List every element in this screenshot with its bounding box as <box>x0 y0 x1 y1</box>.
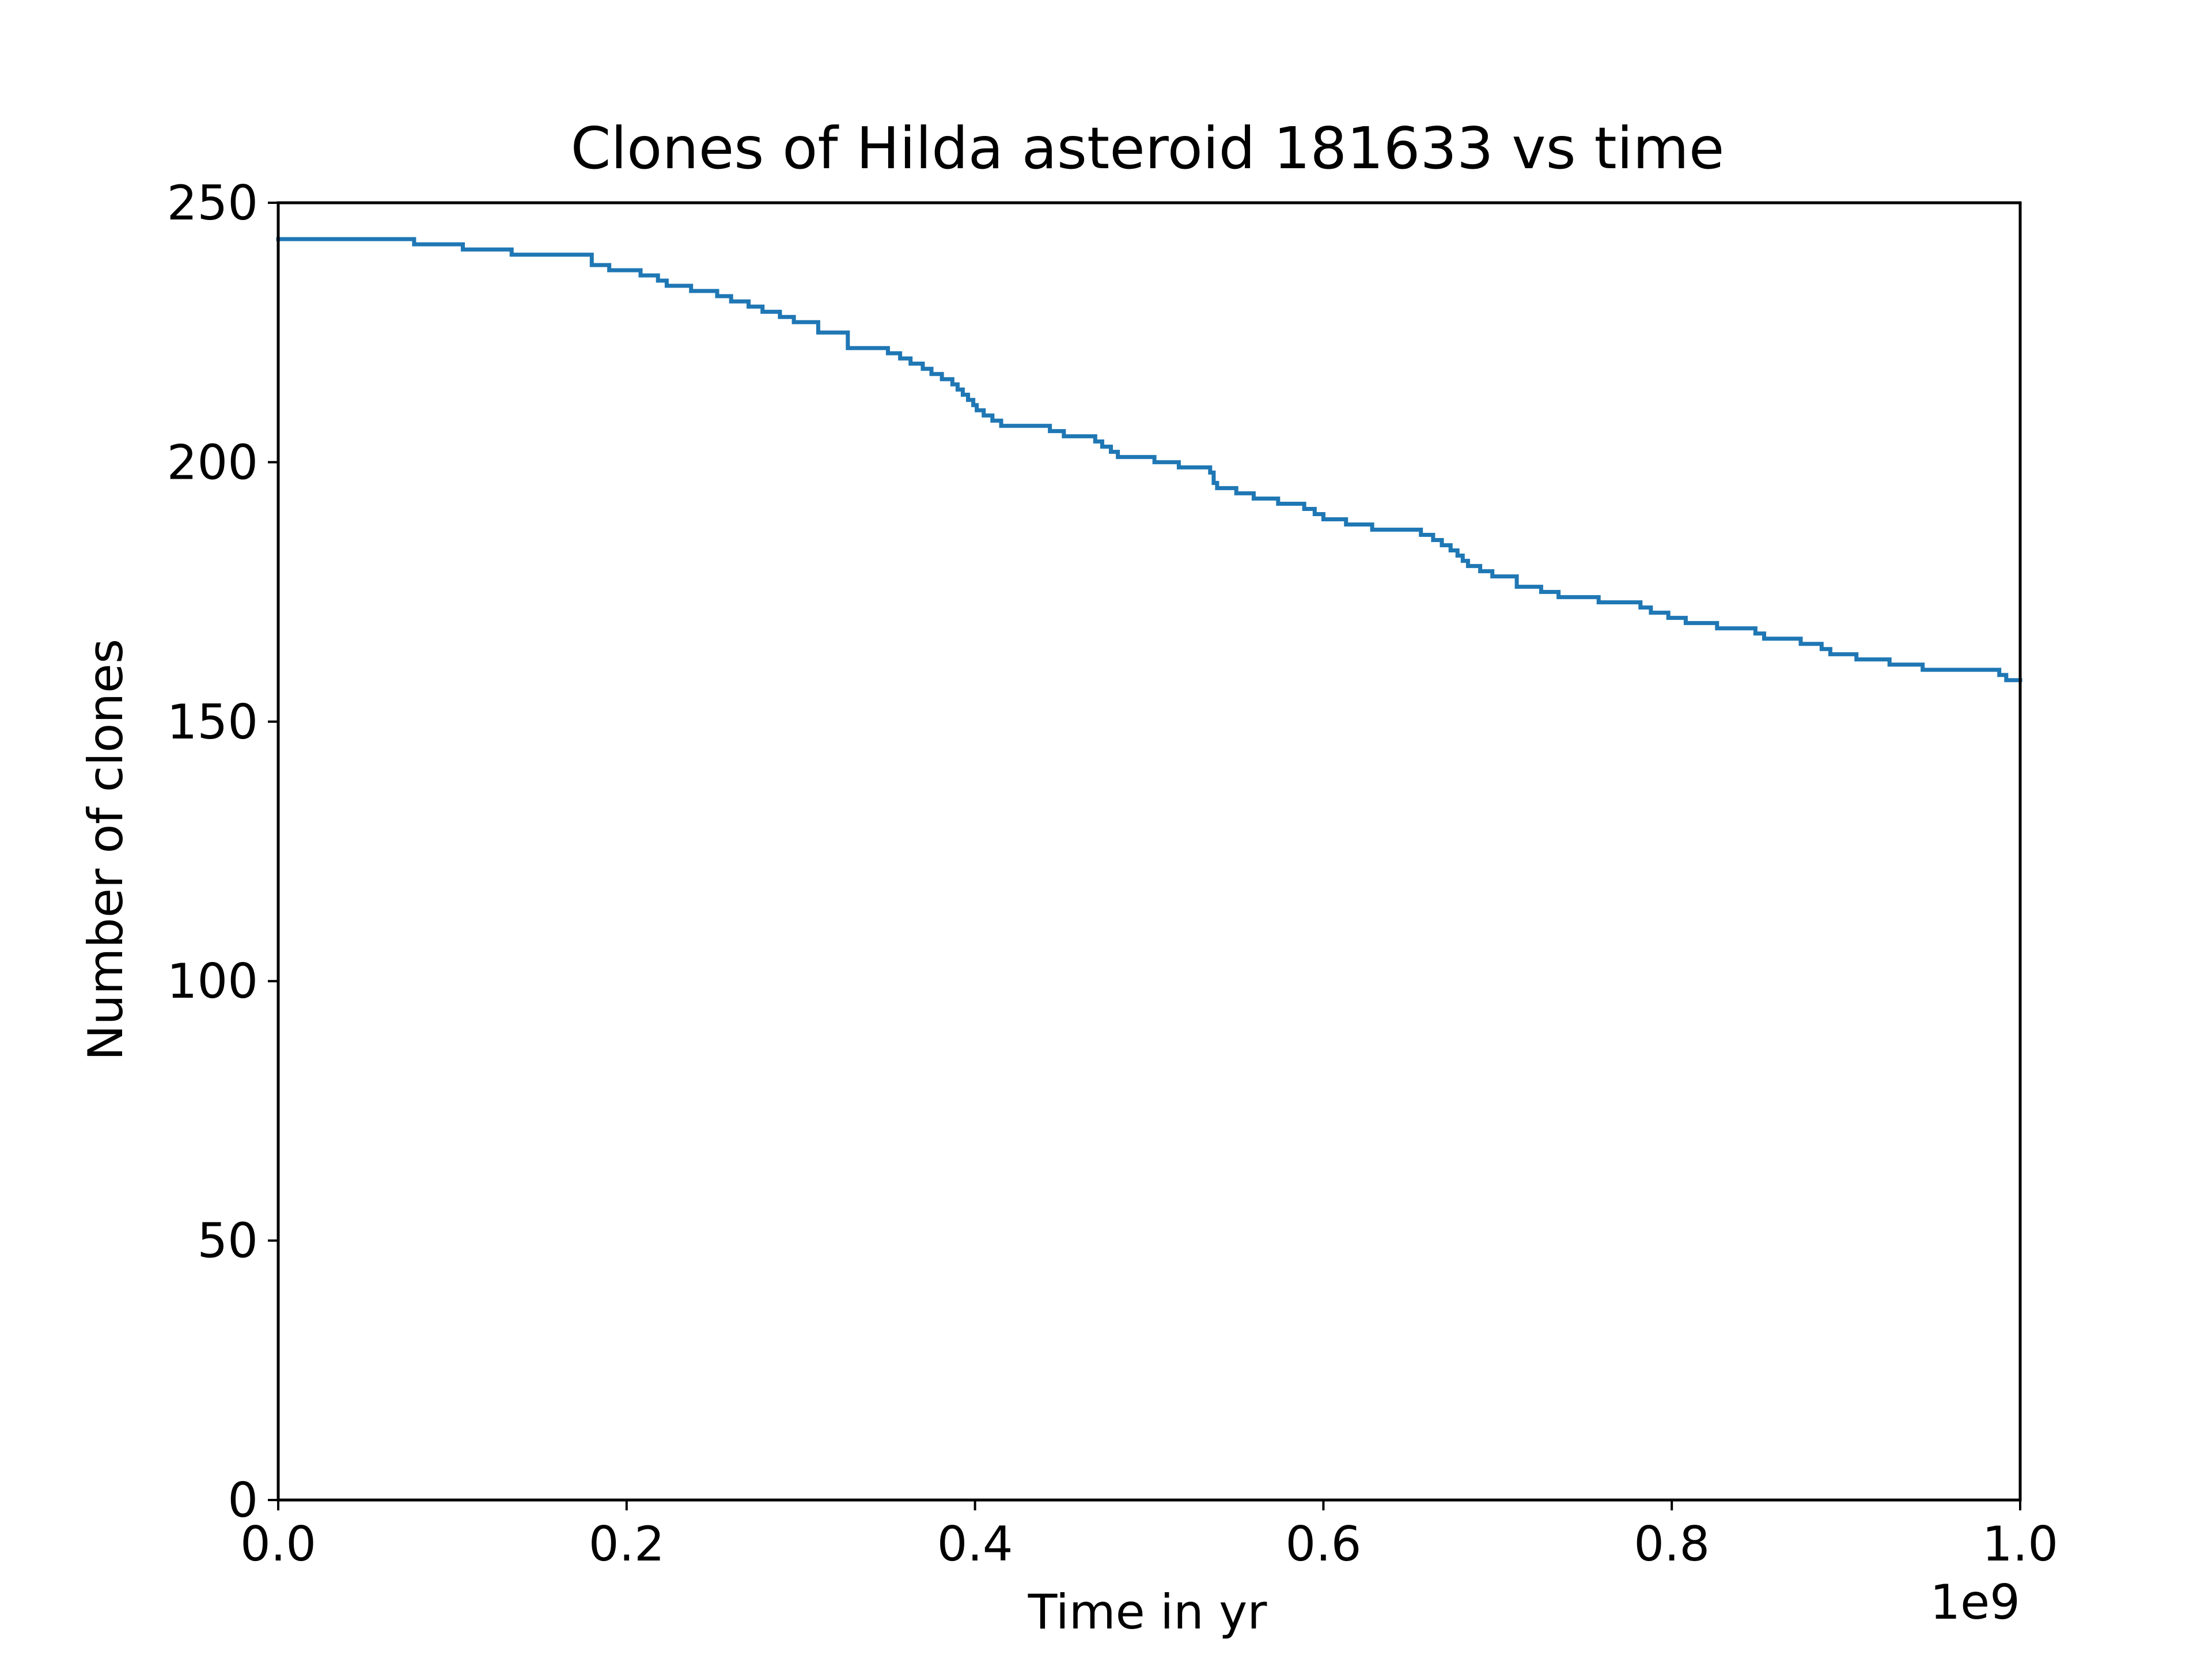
x-axis-offset-label: 1e9 <box>1930 1574 2020 1630</box>
y-tick-label: 250 <box>167 175 258 231</box>
y-tick-label: 200 <box>167 434 258 490</box>
chart-title: Clones of Hilda asteroid 181633 vs time <box>571 115 1725 182</box>
y-axis-ticks: 0 50 100 150 200 250 <box>167 175 278 1528</box>
y-tick-label: 100 <box>167 953 258 1009</box>
y-tick-label: 50 <box>197 1213 258 1269</box>
x-tick-label: 0.4 <box>937 1516 1013 1572</box>
series-line-clones <box>276 237 2022 683</box>
x-tick-label: 0.0 <box>240 1516 316 1572</box>
x-tick-label: 0.8 <box>1634 1516 1710 1572</box>
plot-area <box>276 237 2022 683</box>
y-tick-label: 150 <box>167 694 258 750</box>
x-tick-label: 0.6 <box>1285 1516 1361 1572</box>
y-axis-label: Number of clones <box>78 639 134 1061</box>
x-tick-label: 0.2 <box>589 1516 665 1572</box>
x-axis-label: Time in yr <box>1028 1584 1268 1640</box>
axes-frame <box>276 201 2022 1502</box>
x-tick-label: 1.0 <box>1982 1516 2058 1572</box>
y-tick-label: 0 <box>228 1472 258 1528</box>
x-axis-ticks: 0.0 0.2 0.4 0.6 0.8 1.0 <box>240 1500 2058 1572</box>
